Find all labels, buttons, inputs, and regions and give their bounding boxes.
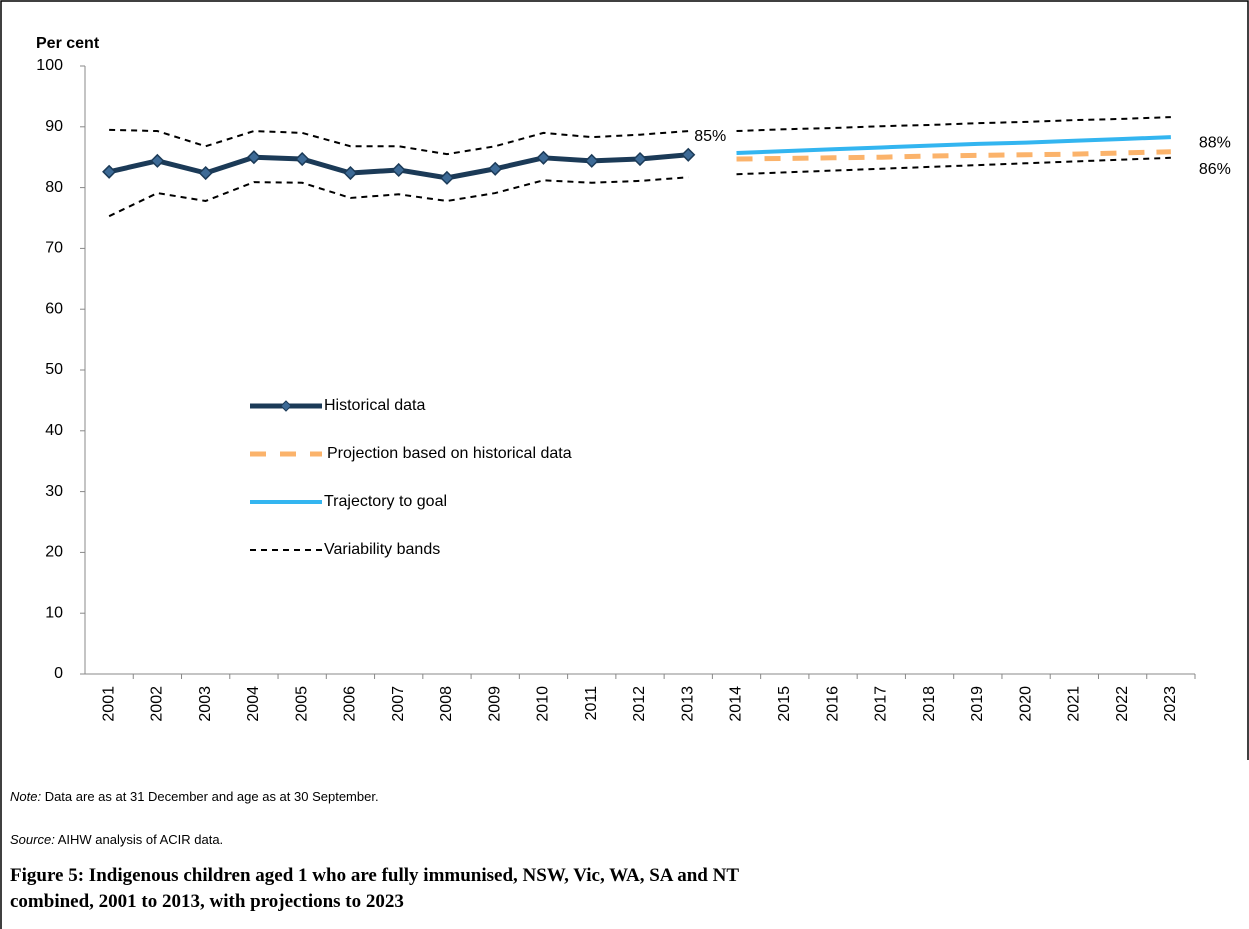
marker [102,164,117,179]
x-tick-label: 2001 [100,686,117,722]
x-tick-label: 2020 [1017,686,1034,722]
x-tick-label: 2010 [535,686,552,722]
x-tick-label: 2004 [245,686,262,722]
line [736,149,1171,162]
y-tick-label: 50 [45,361,63,378]
data-label: 85% [694,128,726,145]
marker [632,151,648,167]
source-label: Source: [10,832,55,847]
legend-label: Trajectory to goal [324,493,447,510]
x-tick-label: 2022 [1114,686,1131,722]
y-tick-label: 70 [45,240,63,257]
x-tick-label: 2015 [776,686,793,722]
marker [343,165,358,181]
note: Note: Data are as at 31 December and age… [10,789,379,804]
marker [536,150,551,165]
legend-marker [280,400,292,412]
line [109,128,689,156]
marker [391,162,406,178]
x-tick-label: 2005 [293,686,310,722]
x-tick-label: 2014 [728,686,745,722]
x-tick-label: 2008 [438,686,455,722]
x-tick-label: 2013 [679,686,696,722]
x-tick-label: 2017 [873,686,890,722]
y-tick-label: 20 [45,544,63,561]
x-tick-label: 2007 [390,686,407,722]
legend-label: Variability bands [324,541,440,558]
y-tick-label: 90 [45,118,63,135]
legend-label: Projection based on historical data [327,445,572,462]
source: Source: AIHW analysis of ACIR data. [10,832,223,847]
x-tick-label: 2006 [342,686,359,722]
caption: Figure 5: Indigenous children aged 1 who… [10,865,740,886]
y-tick-label: 30 [45,483,63,500]
marker [295,151,310,167]
line [736,135,1171,155]
y-tick-label: 40 [45,422,63,439]
marker [681,147,696,162]
x-tick-label: 2002 [149,686,166,722]
marker [584,153,599,168]
x-tick-label: 2016 [824,686,841,722]
marker [150,153,165,168]
line [736,116,1171,133]
line [108,176,689,218]
x-tick-label: 2018 [921,686,938,722]
data-label: 88% [1199,134,1231,151]
x-tick-label: 2021 [1066,686,1083,722]
y-tick-label: 0 [54,665,63,682]
y-tick-label: 100 [36,57,63,74]
y-tick-label: 60 [45,300,63,317]
marker [246,150,261,165]
x-tick-label: 2023 [1162,686,1179,722]
marker [198,165,213,181]
data-label: 86% [1199,161,1231,178]
marker [439,170,455,185]
source-text: AIHW analysis of ACIR data. [54,832,224,847]
y-tick-label: 80 [45,179,63,196]
x-tick-label: 2011 [583,686,600,721]
x-tick-label: 2003 [197,686,214,722]
x-tick-label: 2019 [969,686,986,722]
y-axis-title: Per cent [36,35,100,52]
y-tick-label: 10 [45,604,63,621]
x-tick-label: 2009 [486,686,503,722]
marker [488,161,503,176]
note-text: Data are as at 31 December and age as at… [41,789,379,804]
x-tick-label: 2012 [631,686,648,722]
legend-label: Historical data [324,397,425,414]
note-label: Note: [10,789,42,804]
caption: combined, 2001 to 2013, with projections… [10,891,404,912]
